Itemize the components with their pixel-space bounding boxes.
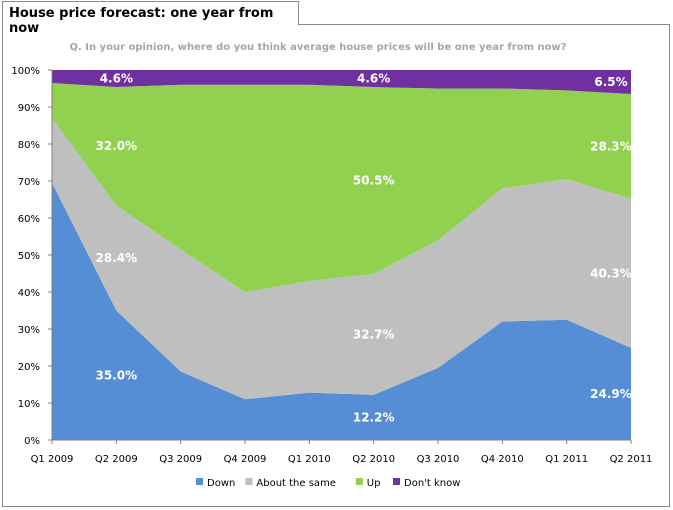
x-tick-label: Q2 2010: [352, 454, 395, 465]
area-don-t-know: [52, 70, 631, 95]
y-tick-label: 90%: [18, 103, 40, 114]
y-tick-label: 70%: [18, 177, 40, 188]
legend-swatch: [393, 478, 400, 485]
data-label: 50.5%: [353, 173, 395, 187]
data-label: 32.7%: [353, 327, 395, 341]
y-tick-label: 80%: [18, 140, 40, 151]
legend-label: About the same: [256, 478, 336, 489]
data-label: 40.3%: [590, 266, 632, 280]
legend-label: Up: [367, 478, 381, 489]
y-tick-label: 40%: [18, 288, 40, 299]
legend-swatch: [196, 478, 203, 485]
data-label: 4.6%: [357, 72, 390, 86]
x-tick-label: Q4 2010: [481, 454, 524, 465]
area-down: [52, 182, 631, 440]
area-about-the-same: [52, 118, 631, 400]
chart-tab-title[interactable]: House price forecast: one year from now: [2, 1, 299, 36]
legend-label: Don't know: [404, 478, 460, 489]
area-up: [52, 82, 631, 292]
data-label: 28.3%: [590, 139, 632, 153]
data-label: 4.6%: [100, 72, 133, 86]
x-tick-label: Q2 2011: [610, 454, 653, 465]
y-tick-label: 30%: [18, 325, 40, 336]
y-tick-label: 20%: [18, 362, 40, 373]
legend-label: Down: [207, 478, 235, 489]
y-tick-label: 50%: [18, 251, 40, 262]
data-label: 12.2%: [353, 410, 395, 424]
x-tick-label: Q1 2010: [288, 454, 331, 465]
data-label: 32.0%: [96, 139, 138, 153]
area-series-group: [52, 70, 631, 440]
x-tick-label: Q1 2011: [545, 454, 588, 465]
x-tick-label: Q1 2009: [31, 454, 74, 465]
data-label: 6.5%: [594, 75, 627, 89]
y-tick-label: 60%: [18, 214, 40, 225]
axes-group: 0% 10% 20% 30% 40% 50% 60% 70% 80% 90% 100% Q1 2009…: [11, 66, 652, 465]
y-tick-label: 100%: [11, 66, 40, 77]
x-tick-label: Q3 2009: [159, 454, 202, 465]
x-tick-label: Q3 2010: [417, 454, 460, 465]
data-label: 24.9%: [590, 387, 632, 401]
y-tick-label: 0%: [24, 436, 40, 447]
legend-swatch: [355, 478, 363, 485]
legend: Down About the same Up Don't know: [196, 478, 460, 489]
x-tick-label: Q2 2009: [95, 454, 138, 465]
legend-swatch: [245, 478, 253, 485]
data-labels-group: 4.6% 32.0% 28.4% 35.0% 4.6% 50.5% 32.7% 12.2% 6.…: [96, 72, 632, 425]
x-tick-label: Q4 2009: [224, 454, 267, 465]
data-label: 35.0%: [96, 368, 138, 382]
y-tick-label: 10%: [18, 399, 40, 410]
chart-subtitle: Q. In your opinion, where do you think a…: [69, 42, 566, 53]
data-label: 28.4%: [96, 251, 138, 265]
